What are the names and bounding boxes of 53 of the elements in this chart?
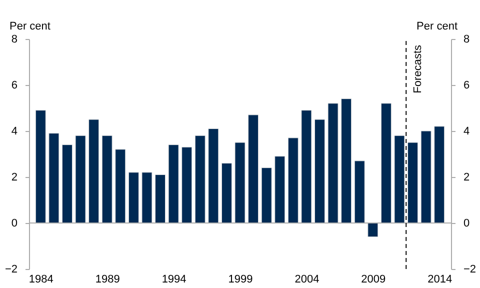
bar <box>394 135 405 224</box>
x-tick-label: 1989 <box>95 274 120 286</box>
y-axis-title: Per cent <box>10 20 50 32</box>
y2-tick-label: 4 <box>464 126 470 138</box>
y2-tick-label: 0 <box>464 218 470 230</box>
bar <box>261 168 272 224</box>
x-tick-label: 1999 <box>228 274 253 286</box>
bar <box>194 135 206 224</box>
y-tick-label: 2 <box>11 172 18 184</box>
bar <box>168 144 179 224</box>
bar <box>234 142 246 224</box>
x-tick-label: 2014 <box>428 274 452 286</box>
y-tick-label: 6 <box>11 80 18 92</box>
bar <box>221 162 232 224</box>
x-tick-label: 2004 <box>294 274 320 286</box>
bar <box>208 128 219 224</box>
bar <box>380 103 392 224</box>
ref-line-label: Forecasts <box>412 44 424 94</box>
y2-tick-label: 8 <box>464 34 470 46</box>
bar <box>274 156 286 224</box>
bar <box>434 126 445 224</box>
bar <box>35 110 46 224</box>
y-tick-label: −2 <box>4 264 18 276</box>
y-tick-label: 8 <box>11 34 18 46</box>
bar <box>62 144 72 224</box>
y2-axis-title: Per cent <box>416 20 458 32</box>
y-tick-label: 0 <box>11 218 18 230</box>
bar <box>182 146 192 224</box>
bar <box>354 160 365 224</box>
bar <box>88 119 100 224</box>
bar <box>48 133 60 224</box>
bar <box>314 119 325 224</box>
bar <box>341 98 352 224</box>
bar <box>328 103 338 224</box>
bar <box>115 149 126 224</box>
y2-tick-label: 2 <box>464 172 470 184</box>
y2-tick-label: −2 <box>464 264 476 276</box>
bar <box>75 135 86 224</box>
y2-tick-label: 6 <box>464 80 470 92</box>
x-tick-label: 2009 <box>361 274 386 286</box>
bar <box>155 174 166 224</box>
x-tick-label: 1994 <box>162 274 186 286</box>
bar <box>102 135 112 224</box>
bar <box>368 222 378 238</box>
bar <box>128 172 139 224</box>
bar <box>142 172 152 224</box>
bar <box>301 110 312 224</box>
bar <box>248 114 259 224</box>
y-tick-label: 4 <box>11 126 18 138</box>
bar <box>408 142 418 224</box>
x-tick-label: 1984 <box>28 274 54 286</box>
bar <box>420 130 432 224</box>
bar <box>288 138 298 224</box>
